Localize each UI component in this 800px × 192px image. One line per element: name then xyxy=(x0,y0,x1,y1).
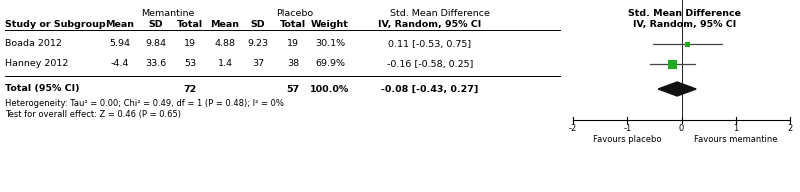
Text: 9.23: 9.23 xyxy=(247,40,269,49)
Text: -0.16 [-0.58, 0.25]: -0.16 [-0.58, 0.25] xyxy=(387,60,473,69)
Text: Memantine: Memantine xyxy=(142,9,194,18)
Text: -4.4: -4.4 xyxy=(111,60,129,69)
Text: Hanney 2012: Hanney 2012 xyxy=(5,60,68,69)
Text: 69.9%: 69.9% xyxy=(315,60,345,69)
Text: 1.4: 1.4 xyxy=(218,60,233,69)
Text: 33.6: 33.6 xyxy=(146,60,166,69)
Text: Test for overall effect: Z = 0.46 (P = 0.65): Test for overall effect: Z = 0.46 (P = 0… xyxy=(5,109,181,118)
Text: Total: Total xyxy=(280,20,306,29)
Text: 38: 38 xyxy=(287,60,299,69)
Text: IV, Random, 95% CI: IV, Random, 95% CI xyxy=(378,20,482,29)
Text: 9.84: 9.84 xyxy=(146,40,166,49)
Text: -2: -2 xyxy=(569,124,577,133)
Text: 5.94: 5.94 xyxy=(110,40,130,49)
Text: 2: 2 xyxy=(787,124,793,133)
Text: Placebo: Placebo xyxy=(277,9,314,18)
Text: 72: 72 xyxy=(183,84,197,94)
Text: Mean: Mean xyxy=(106,20,134,29)
Text: -1: -1 xyxy=(623,124,631,133)
Polygon shape xyxy=(658,82,696,96)
Text: Heterogeneity: Tau² = 0.00; Chi² = 0.49, df = 1 (P = 0.48); I² = 0%: Heterogeneity: Tau² = 0.00; Chi² = 0.49,… xyxy=(5,99,284,108)
Text: 0: 0 xyxy=(679,124,684,133)
Text: 37: 37 xyxy=(252,60,264,69)
Text: Boada 2012: Boada 2012 xyxy=(5,40,62,49)
Bar xyxy=(668,60,678,69)
Text: 100.0%: 100.0% xyxy=(310,84,350,94)
Text: Std. Mean Difference: Std. Mean Difference xyxy=(390,9,490,18)
Text: 53: 53 xyxy=(184,60,196,69)
Text: Total: Total xyxy=(177,20,203,29)
Text: 0.11 [-0.53, 0.75]: 0.11 [-0.53, 0.75] xyxy=(389,40,471,49)
Text: 30.1%: 30.1% xyxy=(315,40,345,49)
Text: Mean: Mean xyxy=(210,20,239,29)
Text: Total (95% CI): Total (95% CI) xyxy=(5,84,80,94)
Text: 19: 19 xyxy=(287,40,299,49)
Text: Std. Mean Difference: Std. Mean Difference xyxy=(629,9,742,18)
Text: 57: 57 xyxy=(286,84,299,94)
Text: 1: 1 xyxy=(733,124,738,133)
Bar xyxy=(685,41,690,46)
Text: 4.88: 4.88 xyxy=(214,40,235,49)
Text: Weight: Weight xyxy=(311,20,349,29)
Text: IV, Random, 95% CI: IV, Random, 95% CI xyxy=(634,20,737,29)
Text: SD: SD xyxy=(250,20,266,29)
Text: SD: SD xyxy=(149,20,163,29)
Text: Study or Subgroup: Study or Subgroup xyxy=(5,20,106,29)
Text: 19: 19 xyxy=(184,40,196,49)
Text: Favours memantine: Favours memantine xyxy=(694,135,778,144)
Text: Favours placebo: Favours placebo xyxy=(593,135,662,144)
Text: -0.08 [-0.43, 0.27]: -0.08 [-0.43, 0.27] xyxy=(382,84,478,94)
